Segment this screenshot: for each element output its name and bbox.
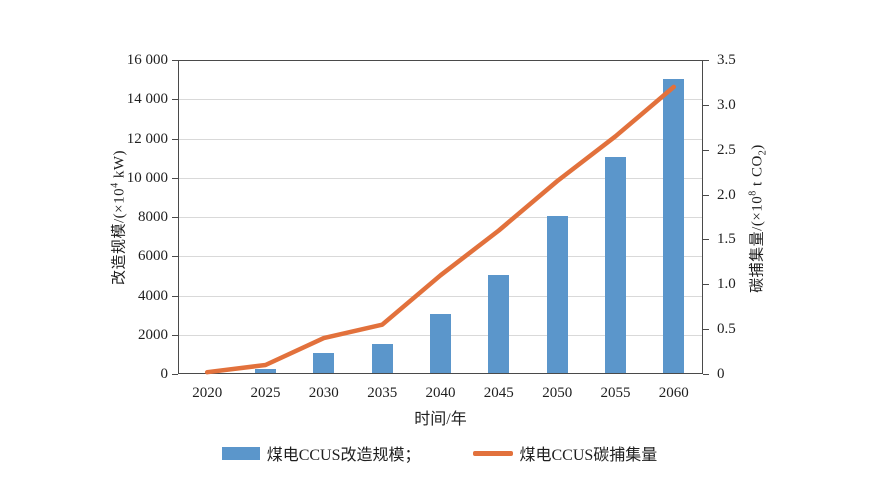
gridline <box>179 217 702 218</box>
left-axis-tick-mark <box>172 334 178 336</box>
gridline <box>179 177 702 179</box>
bar-2025 <box>255 369 276 373</box>
bar-2045 <box>488 274 510 373</box>
plot-area <box>178 60 703 374</box>
left-axis-tick-mark <box>172 295 178 297</box>
legend-item-bars: 煤电CCUS改造规模； <box>221 441 421 465</box>
x-axis-title: 时间/年 <box>414 411 467 428</box>
x-axis-tick-label: 2030 <box>308 385 339 401</box>
bar-2040 <box>430 314 451 373</box>
x-axis-tick-label: 2050 <box>542 385 573 401</box>
bar-2050 <box>546 216 568 373</box>
left-axis-tick-label: 6000 <box>138 248 168 265</box>
bar-2030 <box>313 353 335 373</box>
left-axis-tick-label: 12 000 <box>126 130 168 147</box>
carbon-capture-line <box>204 84 677 375</box>
right-axis-tick-mark <box>703 284 709 286</box>
bar-2060 <box>663 78 685 373</box>
left-axis-tick-label: 14 000 <box>126 91 168 108</box>
right-axis-title-unit: t CO <box>749 155 766 191</box>
legend: 煤电CCUS改造规模； 煤电CCUS碳捕集量 <box>0 441 879 465</box>
right-axis-title-sub: 2 <box>757 149 769 156</box>
left-axis-tick-mark <box>172 374 178 375</box>
x-axis-tick-label: 2060 <box>658 385 689 401</box>
x-axis-tick-label: 2055 <box>600 385 631 401</box>
left-axis-tick-label: 10 000 <box>126 169 168 186</box>
x-axis-tick-label: 2035 <box>367 385 398 401</box>
right-axis-tick-label: 0.5 <box>717 321 736 338</box>
left-axis-tick-mark <box>172 177 178 179</box>
right-axis-tick-mark <box>703 60 709 61</box>
left-axis-title-sup: 4 <box>109 182 121 188</box>
left-axis-tick-label: 2000 <box>138 326 168 343</box>
gridline <box>179 138 702 140</box>
carbon-capture-line-layer <box>204 84 677 375</box>
right-axis-title-text: 碳捕集量/(×10 <box>749 195 766 293</box>
left-axis-title-unit: kW) <box>111 149 128 183</box>
legend-label-line: 煤电CCUS碳捕集量 <box>519 447 658 464</box>
left-axis-tick-label: 4000 <box>138 287 168 304</box>
line-series-swatch <box>472 450 513 456</box>
right-axis-tick-mark <box>703 149 709 151</box>
gridline <box>179 295 702 297</box>
left-axis-tick-mark <box>172 99 178 101</box>
left-axis-tick-label: 16 000 <box>126 52 168 68</box>
right-axis-title-sup: 8 <box>747 190 759 196</box>
right-axis-title-close: ) <box>749 144 766 150</box>
gridline <box>179 99 702 101</box>
bar-series-swatch <box>221 446 260 460</box>
bar-2055 <box>605 157 626 373</box>
right-axis-tick-label: 3.5 <box>717 52 736 68</box>
left-axis-tick-mark <box>172 256 178 258</box>
left-axis-tick-mark <box>172 217 178 218</box>
left-axis-title-text: 改造规模/(×10 <box>111 187 128 286</box>
right-axis-title: 碳捕集量/(×108 t CO2) <box>746 69 769 369</box>
left-axis-tick-label: 8000 <box>138 209 168 225</box>
gridline <box>179 256 702 258</box>
legend-item-line: 煤电CCUS碳捕集量 <box>472 441 658 465</box>
right-axis-tick-label: 2.0 <box>717 186 736 203</box>
right-axis-tick-mark <box>703 104 709 106</box>
right-axis-tick-label: 3.0 <box>717 96 736 113</box>
right-axis-tick-label: 0 <box>717 366 725 382</box>
x-axis-tick-label: 2020 <box>192 385 223 401</box>
right-axis-tick-label: 1.0 <box>717 276 736 293</box>
right-axis-tick-mark <box>703 374 709 375</box>
right-axis-tick-mark <box>703 194 709 196</box>
right-axis-tick-mark <box>703 239 709 241</box>
right-axis-tick-mark <box>703 329 709 331</box>
bar-2035 <box>371 343 393 373</box>
right-axis-tick-label: 1.5 <box>717 231 736 248</box>
left-axis-tick-mark <box>172 138 178 140</box>
x-axis-tick-label: 2040 <box>425 385 456 401</box>
left-axis-title: 改造规模/(×104 kW) <box>108 68 129 368</box>
left-axis-tick-mark <box>172 60 178 61</box>
right-axis-tick-label: 2.5 <box>717 141 736 158</box>
x-axis-tick-label: 2025 <box>250 385 281 401</box>
left-axis-tick-label: 0 <box>160 366 169 382</box>
legend-label-bars: 煤电CCUS改造规模； <box>266 447 421 464</box>
x-axis-tick-label: 2045 <box>483 385 514 401</box>
